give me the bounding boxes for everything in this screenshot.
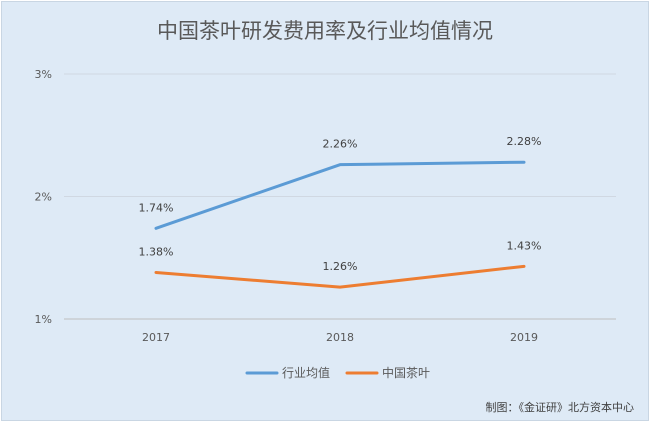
x-tick-label: 2017 xyxy=(142,331,170,344)
legend: 行业均值 中国茶叶 xyxy=(245,365,430,380)
data-label: 1.74% xyxy=(139,201,174,214)
legend-label: 中国茶叶 xyxy=(382,365,430,380)
gridlines xyxy=(64,73,616,320)
data-label: 1.26% xyxy=(323,260,358,273)
series-line xyxy=(154,160,526,230)
data-label: 2.28% xyxy=(507,135,542,148)
data-label: 1.38% xyxy=(139,245,174,258)
x-tick-label: 2018 xyxy=(326,331,354,344)
series-lines xyxy=(154,160,526,289)
data-labels: 1.74% 2.26% 2.28% 1.38% 1.26% 1.43% xyxy=(139,135,542,273)
y-tick-label: 3% xyxy=(35,68,52,81)
source-note: 制图：《金证研》北方资本中心 xyxy=(486,400,635,414)
legend-label: 行业均值 xyxy=(282,365,330,380)
chart-title: 中国茶叶研发费用率及行业均值情况 xyxy=(157,19,493,43)
series-line xyxy=(154,264,526,289)
data-label: 1.43% xyxy=(507,239,542,252)
x-tick-label: 2019 xyxy=(510,331,538,344)
y-tick-label: 2% xyxy=(35,191,52,204)
axis-ticks: 1% 2% 3% 2017 2018 2019 xyxy=(35,68,538,344)
y-tick-label: 1% xyxy=(35,313,52,326)
data-label: 2.26% xyxy=(323,138,358,151)
